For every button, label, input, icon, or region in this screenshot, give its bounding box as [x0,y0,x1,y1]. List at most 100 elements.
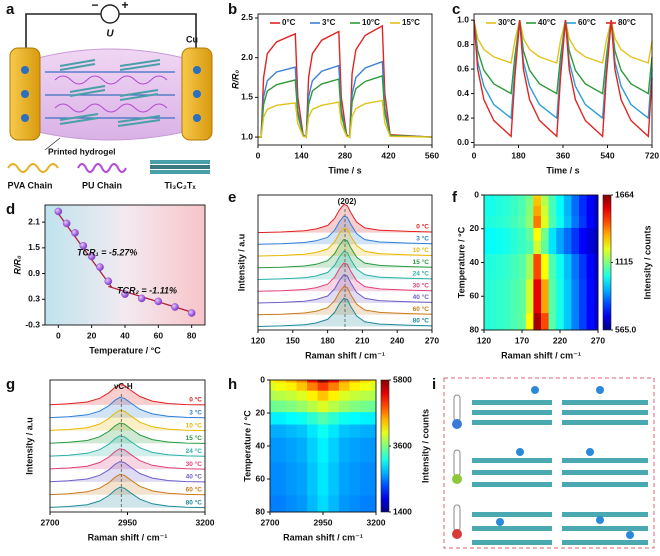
heat-cell [270,380,276,383]
heat-cell [349,400,361,413]
heat-cell [571,195,580,198]
panel-label: c [452,1,460,18]
heat-cell [328,380,340,383]
heat-cell [594,279,599,314]
heat-cell [563,254,572,280]
colorbar-tick-label: 1115 [615,257,633,267]
y-tick-label: 60 [256,473,266,483]
heat-cell [579,227,587,241]
heat-cell [525,279,534,314]
panel-label: a [6,1,15,18]
y-tick-label: 20 [470,223,480,233]
heat-cell [338,424,350,439]
series-line [257,262,433,292]
x-tick-label: 170 [515,335,529,345]
series-line [257,297,433,327]
heat-cell [525,195,534,198]
heat-cell [360,400,372,413]
heat-cell [360,380,372,383]
heat-cell [349,390,361,402]
heat-cell [370,462,377,496]
y-tick-label: 1.0 [241,131,253,141]
heat-cell [503,240,511,255]
y-tick-label: 0.6 [457,63,469,73]
panel-label: f [452,189,458,206]
heat-cell [548,205,557,217]
heat-cell [296,412,308,425]
series-label: 24 °C [186,447,203,455]
heat-cell [484,216,489,229]
frame [443,377,655,549]
series-label: 0 °C [189,396,202,404]
heat-cell [270,382,276,392]
series-line [49,384,206,406]
colorbar [602,194,612,331]
heat-cell [349,424,361,439]
heat-cell [495,195,504,198]
x-tick-label: 240 [390,335,404,345]
series-area [50,487,205,508]
heat-cell [317,495,329,513]
mxene-icon [150,160,210,174]
data-point [171,303,179,311]
annotation: TCR₂ = -1.11% [117,285,177,295]
heat-cell [495,313,504,331]
heat-cell [556,279,565,314]
heat-cell [307,412,319,425]
x-tick-label: 210 [355,335,369,345]
heat-cell [563,313,572,331]
heat-cell [556,195,565,198]
heat-cell [510,195,519,198]
x-tick-label: 0 [256,150,261,160]
x-tick-label: 140 [294,150,308,160]
heat-cell [563,197,572,207]
heat-cell [285,462,297,496]
heat-cell [571,216,580,229]
heat-cell [307,380,319,383]
heat-cell [317,412,329,425]
y-axis-title: R/R₀ [12,255,22,274]
heat-cell [296,462,308,496]
voltage-source [100,4,120,24]
heat-cell [360,390,372,402]
data-point [137,294,146,303]
series-label: 10 °C [413,246,430,254]
heat-cell [328,495,340,513]
heat-cell [556,216,565,229]
heat-cell [510,227,519,241]
plus-sign: + [121,0,128,12]
heat-cell [328,437,340,463]
series-label: 40 °C [413,293,430,301]
heat-cell [525,254,534,280]
heat-cell [571,205,580,217]
heat-cell [510,240,519,255]
series-line [257,286,433,316]
heat-cell [275,380,287,383]
heat-cell [571,240,580,255]
heat-cell [518,279,527,314]
heat-cell [533,195,542,198]
data-point [62,219,71,228]
heat-cell [484,279,489,314]
heat-cell [579,279,587,314]
heat-cell [586,205,595,217]
heat-cell [503,227,511,241]
legend-label: 60°C [578,18,596,27]
heat-cell [317,400,329,413]
x-tick-label: 0 [472,150,477,160]
heat-cell [503,313,511,331]
heat-cell [556,313,565,331]
heat-cell [541,313,549,331]
x-tick-label: 720 [645,150,659,160]
heat-cell [296,424,308,439]
y-tick-label: 2.0 [241,52,253,62]
heat-cell [503,216,511,229]
colorbar-tick-label: 565.0 [615,324,637,334]
y-tick-label: -0.3 [25,319,40,329]
series-line [257,274,433,304]
heat-cell [571,254,580,280]
y-tick-label: 0 [474,189,479,199]
wire [25,13,197,48]
x-tick-label: 120 [251,335,265,345]
y-axis-title: Temperature / °C [456,226,466,298]
